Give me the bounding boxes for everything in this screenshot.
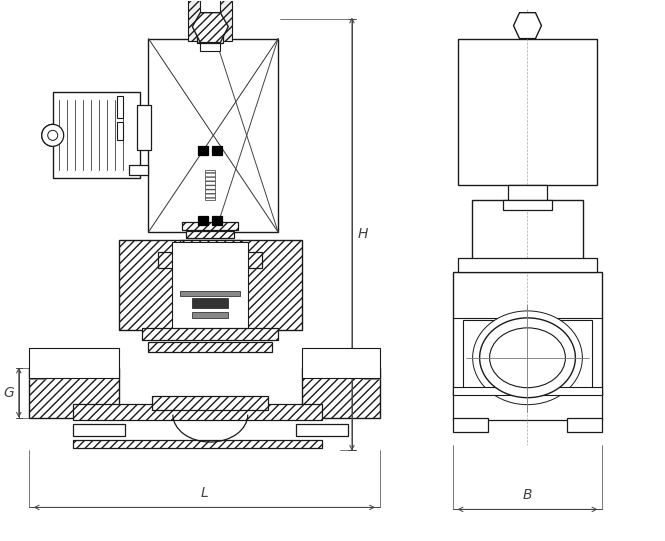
Bar	[567, 418, 602, 432]
Bar	[210, 0, 232, 41]
Bar	[188, 0, 210, 41]
Bar	[116, 122, 122, 140]
Bar	[148, 38, 278, 232]
Bar	[198, 146, 208, 155]
Bar	[128, 165, 148, 175]
Bar	[116, 96, 122, 118]
Circle shape	[48, 130, 58, 140]
Polygon shape	[192, 12, 228, 43]
Bar	[453, 418, 487, 432]
Ellipse shape	[479, 318, 575, 398]
Bar	[192, 298, 228, 308]
Bar	[158, 252, 262, 268]
Text: G: G	[3, 386, 14, 400]
Bar	[198, 35, 223, 43]
Circle shape	[42, 124, 64, 146]
Bar	[72, 404, 322, 420]
Bar	[453, 387, 602, 395]
Bar	[29, 348, 118, 378]
Bar	[152, 395, 268, 410]
Bar	[503, 200, 553, 210]
Bar	[463, 320, 593, 390]
Bar	[302, 368, 380, 418]
Bar	[72, 424, 124, 436]
Bar	[453, 272, 602, 395]
Bar	[302, 348, 380, 378]
Bar	[148, 342, 272, 352]
Bar	[212, 216, 222, 225]
Ellipse shape	[473, 311, 583, 405]
Bar	[72, 440, 322, 447]
Text: H: H	[358, 227, 368, 241]
Bar	[212, 146, 222, 155]
Bar	[458, 258, 597, 272]
Bar	[198, 216, 208, 225]
Text: B: B	[523, 489, 532, 503]
Bar	[507, 185, 547, 200]
Bar	[186, 231, 234, 238]
Bar	[192, 312, 228, 318]
Bar	[200, 0, 220, 50]
Bar	[180, 291, 240, 296]
Bar	[29, 368, 118, 418]
Bar	[172, 242, 248, 330]
Bar	[142, 328, 278, 340]
Bar	[471, 200, 583, 265]
Bar	[458, 38, 597, 185]
Polygon shape	[513, 12, 541, 38]
Text: L: L	[200, 486, 208, 500]
Bar	[118, 240, 302, 330]
Bar	[453, 392, 602, 420]
Bar	[136, 105, 152, 150]
Bar	[296, 424, 348, 436]
Bar	[205, 170, 215, 200]
Ellipse shape	[489, 328, 565, 388]
Bar	[180, 240, 240, 285]
Bar	[182, 222, 238, 230]
Bar	[53, 93, 140, 178]
